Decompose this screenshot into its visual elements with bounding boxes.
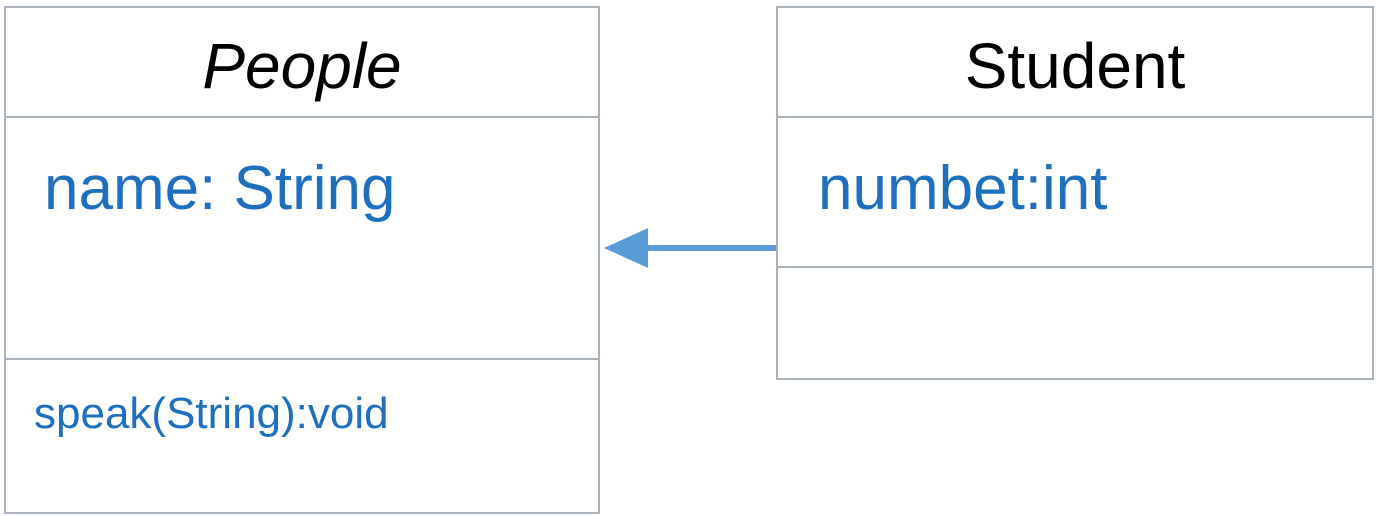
class-box-people: People name: String speak(String):void xyxy=(4,6,600,514)
class-name-student: Student xyxy=(964,30,1186,102)
class-name-people: People xyxy=(202,30,402,102)
people-name-divider xyxy=(6,116,598,118)
class-box-student: Student numbet:int xyxy=(776,6,1374,380)
generalization-arrow xyxy=(604,228,778,268)
student-attributes-divider xyxy=(778,266,1372,268)
student-name-divider xyxy=(778,116,1372,118)
people-operation-speak: speak(String):void xyxy=(34,389,389,438)
people-attributes-divider xyxy=(6,358,598,360)
generalization-arrow-head xyxy=(604,228,648,268)
student-attribute-numbet: numbet:int xyxy=(818,154,1108,223)
people-attribute-name: name: String xyxy=(44,154,396,223)
